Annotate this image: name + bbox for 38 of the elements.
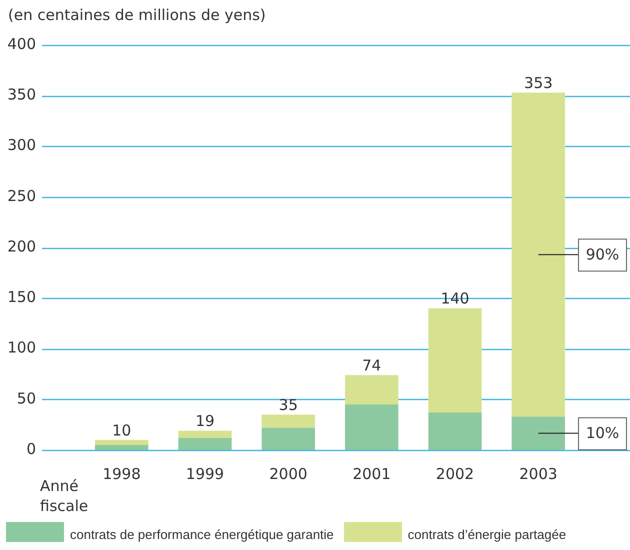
total-label: 353 <box>524 74 553 92</box>
y-tick-label: 300 <box>7 136 36 154</box>
bar <box>95 444 148 450</box>
y-tick-label: 400 <box>7 34 36 53</box>
y-tick-label: 350 <box>7 86 36 104</box>
bar <box>95 440 148 445</box>
x-tick-label: 2001 <box>352 464 391 483</box>
legend-label: contrats de performance énergétique garantie <box>70 527 334 542</box>
legend-label: contrats d’énergie partagée <box>408 527 566 542</box>
y-tick-label: 0 <box>26 440 36 458</box>
y-tick-label: 100 <box>7 338 36 357</box>
y-tick-label: 200 <box>7 237 36 256</box>
bar <box>428 412 482 450</box>
x-tick-label: 2000 <box>269 464 308 483</box>
annotation: 10% <box>586 424 620 442</box>
total-label: 35 <box>278 396 298 414</box>
x-axis-title: Anné fiscale <box>40 476 88 515</box>
bar <box>345 375 398 404</box>
bar <box>262 414 315 428</box>
bar <box>345 404 398 450</box>
y-tick-label: 150 <box>7 288 36 306</box>
annotation: 90% <box>586 245 620 264</box>
total-label: 74 <box>362 356 382 374</box>
x-tick-label: 2003 <box>519 464 558 483</box>
bar <box>512 92 565 417</box>
y-tick-label: 250 <box>7 186 36 205</box>
x-tick-label: 1999 <box>186 464 224 483</box>
x-tick-label: 2002 <box>436 464 474 483</box>
x-tick-label: 1998 <box>102 464 141 483</box>
y-axis-title: (en centaines de millions de yens) <box>8 6 266 24</box>
bar <box>178 430 232 438</box>
bar <box>262 428 315 450</box>
bar <box>428 308 482 413</box>
bar <box>512 416 565 450</box>
y-tick-label: 50 <box>16 389 36 408</box>
total-label: 10 <box>112 421 132 440</box>
total-label: 19 <box>195 412 215 430</box>
bar <box>178 438 232 450</box>
